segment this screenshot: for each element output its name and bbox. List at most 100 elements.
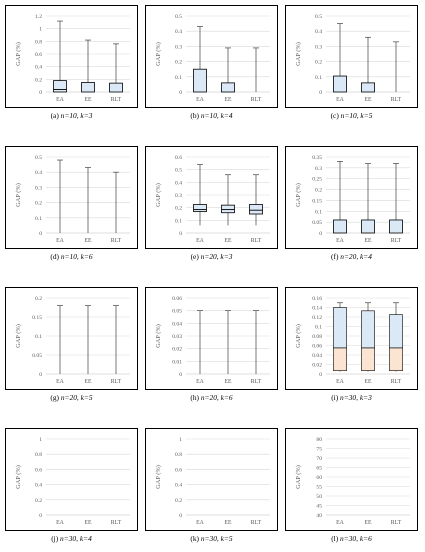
y-tick-label: 0 <box>179 372 182 378</box>
x-tick-label: EE <box>84 520 92 526</box>
y-axis-label: GAP (%) <box>295 324 302 348</box>
figure-caption: (h) n=20, k=6 <box>145 393 278 402</box>
y-tick-label: 50 <box>316 494 322 500</box>
chart-svg: 0 0.1 0.2 0.3 0.4 0.5 GAP (%) EA EE RLT <box>295 14 410 103</box>
box <box>193 204 207 212</box>
y-axis-label: GAP (%) <box>155 183 162 207</box>
x-tick-label: EE <box>224 520 232 526</box>
x-tick-label: RLT <box>251 520 262 526</box>
x-tick-label: EE <box>364 238 372 244</box>
y-tick-label: 0.4 <box>175 29 182 35</box>
x-tick-label: EA <box>336 520 345 526</box>
y-tick-label: 0.4 <box>175 180 182 186</box>
y-tick-label: 0 <box>319 90 322 96</box>
caption-label: (a) <box>50 111 61 120</box>
x-tick-label: EE <box>84 97 92 103</box>
y-tick-label: 0.3 <box>175 193 182 199</box>
figure-caption: (e) n=20, k=3 <box>145 252 278 261</box>
y-tick-label: 0.15 <box>312 198 322 204</box>
box-plot-ee <box>221 47 235 93</box>
caption-label: (j) <box>51 534 61 543</box>
y-tick-label: 0.1 <box>315 75 322 81</box>
y-tick-label: 0.15 <box>32 315 42 321</box>
box-plot-rlt <box>253 310 259 374</box>
chart-panel-c: 0 0.1 0.2 0.3 0.4 0.5 GAP (%) EA EE RLT (c) n=10, … <box>285 5 422 129</box>
y-tick-label: 0.2 <box>175 498 182 504</box>
x-tick-label: EA <box>56 520 65 526</box>
box <box>333 75 347 93</box>
y-tick-label: 0.3 <box>315 166 322 172</box>
caption-label: (d) <box>50 252 61 261</box>
y-tick-label: 0.1 <box>175 75 182 81</box>
x-tick-label: RLT <box>251 379 262 385</box>
x-tick-label: RLT <box>111 379 122 385</box>
figure-caption: (k) n=30, k=5 <box>145 534 278 543</box>
chart-panel-d: 0 0.1 0.2 0.3 0.4 0.5 GAP (%) EA EE RLT (d) n=10, … <box>5 146 142 270</box>
caption-params: n=10, k=5 <box>340 111 373 120</box>
y-tick-label: 0 <box>39 513 42 519</box>
y-tick-label: 0.3 <box>315 44 322 50</box>
y-tick-label: 0.08 <box>312 334 322 340</box>
y-tick-label: 0.16 <box>312 296 322 302</box>
caption-label: (b) <box>190 111 201 120</box>
chart-panel-f: 0 0.05 0.1 0.15 0.2 0.25 0.3 0.35 GAP (%) EA EE RLT… <box>285 146 422 270</box>
figure-caption: (g) n=20, k=5 <box>5 393 138 402</box>
chart-frame: 0 0.1 0.2 0.3 0.4 0.5 GAP (%) EA EE RLT <box>285 5 418 108</box>
figure-caption: (i) n=30, k=3 <box>285 393 418 402</box>
chart-svg: 0 0.1 0.2 0.3 0.4 0.5 GAP (%) EA EE RLT <box>155 14 270 103</box>
y-tick-label: 1 <box>39 27 42 33</box>
y-tick-label: 0.06 <box>172 296 182 302</box>
x-tick-label: EE <box>364 97 372 103</box>
chart-panel-e: 0 0.1 0.2 0.3 0.4 0.5 0.6 GAP (%) EA EE RLT (e) n=2… <box>145 146 282 270</box>
x-tick-label: EE <box>364 520 372 526</box>
figure-caption: (c) n=10, k=5 <box>285 111 418 120</box>
y-tick-label: 0.2 <box>175 206 182 212</box>
figure-caption: (j) n=30, k=4 <box>5 534 138 543</box>
box-plot-ea <box>57 159 63 233</box>
chart-frame: 0 0.02 0.04 0.06 0.08 0.1 0.12 0.14 0.16 GAP (%) E… <box>285 287 418 390</box>
y-axis-label: GAP (%) <box>155 324 162 348</box>
chart-svg: 0 0.2 0.4 0.6 0.8 1 GAP (%) EA EE RLT <box>155 437 270 526</box>
caption-label: (e) <box>190 252 201 261</box>
y-tick-label: 45 <box>316 504 322 510</box>
y-tick-label: 0.05 <box>32 353 42 359</box>
chart-frame: 0 0.2 0.4 0.6 0.8 1 GAP (%) EA EE RLT <box>145 428 278 531</box>
y-tick-label: 0.05 <box>172 309 182 315</box>
y-tick-label: 0.2 <box>35 296 42 302</box>
chart-panel-a: 0 0.2 0.4 0.6 0.8 1 1.2 GAP (%) EA EE RLT (a) n=10,… <box>5 5 142 129</box>
x-tick-label: EE <box>84 238 92 244</box>
box <box>193 68 207 93</box>
y-tick-label: 0.5 <box>315 14 322 20</box>
chart-svg: 0 0.01 0.02 0.03 0.04 0.05 0.06 GAP (%) EA EE RLT <box>155 296 270 385</box>
box-plot-ee <box>221 174 235 226</box>
y-tick-label: 0.6 <box>175 155 182 161</box>
caption-params: n=20, k=6 <box>200 393 233 402</box>
box-upper <box>361 310 375 349</box>
box-plot-ee <box>361 36 375 93</box>
box <box>389 219 403 234</box>
chart-svg: 0 0.02 0.04 0.06 0.08 0.1 0.12 0.14 0.16 GAP (%) E… <box>295 296 410 385</box>
caption-params: n=20, k=4 <box>340 252 372 261</box>
chart-panel-g: 0 0.05 0.1 0.15 0.2 GAP (%) EA EE RLT (g) n=20, k… <box>5 287 142 411</box>
chart-svg: 0 0.2 0.4 0.6 0.8 1 1.2 GAP (%) EA EE RLT <box>15 14 130 103</box>
chart-svg: 0 0.2 0.4 0.6 0.8 1 GAP (%) EA EE RLT <box>15 437 130 526</box>
y-tick-label: 0.1 <box>35 216 42 222</box>
x-tick-label: EA <box>196 379 205 385</box>
figure-caption: (b) n=10, k=4 <box>145 111 278 120</box>
caption-params: n=10, k=4 <box>200 111 233 120</box>
box <box>109 82 123 93</box>
y-tick-label: 0.35 <box>312 155 322 161</box>
x-tick-label: EA <box>56 379 65 385</box>
box-lower <box>389 347 403 371</box>
x-tick-label: EE <box>224 97 232 103</box>
y-axis-label: GAP (%) <box>295 183 302 207</box>
y-axis-label: GAP (%) <box>155 42 162 66</box>
x-tick-label: EA <box>56 238 65 244</box>
x-tick-label: RLT <box>391 379 402 385</box>
y-tick-label: 0.5 <box>35 155 42 161</box>
chart-panel-k: 0 0.2 0.4 0.6 0.8 1 GAP (%) EA EE RLT (k) n=30, k=… <box>145 428 282 552</box>
box-plot-ea <box>333 23 347 93</box>
chart-frame: 0 0.2 0.4 0.6 0.8 1 GAP (%) EA EE RLT <box>5 428 138 531</box>
x-tick-label: RLT <box>111 97 122 103</box>
y-tick-label: 0.2 <box>315 60 322 66</box>
